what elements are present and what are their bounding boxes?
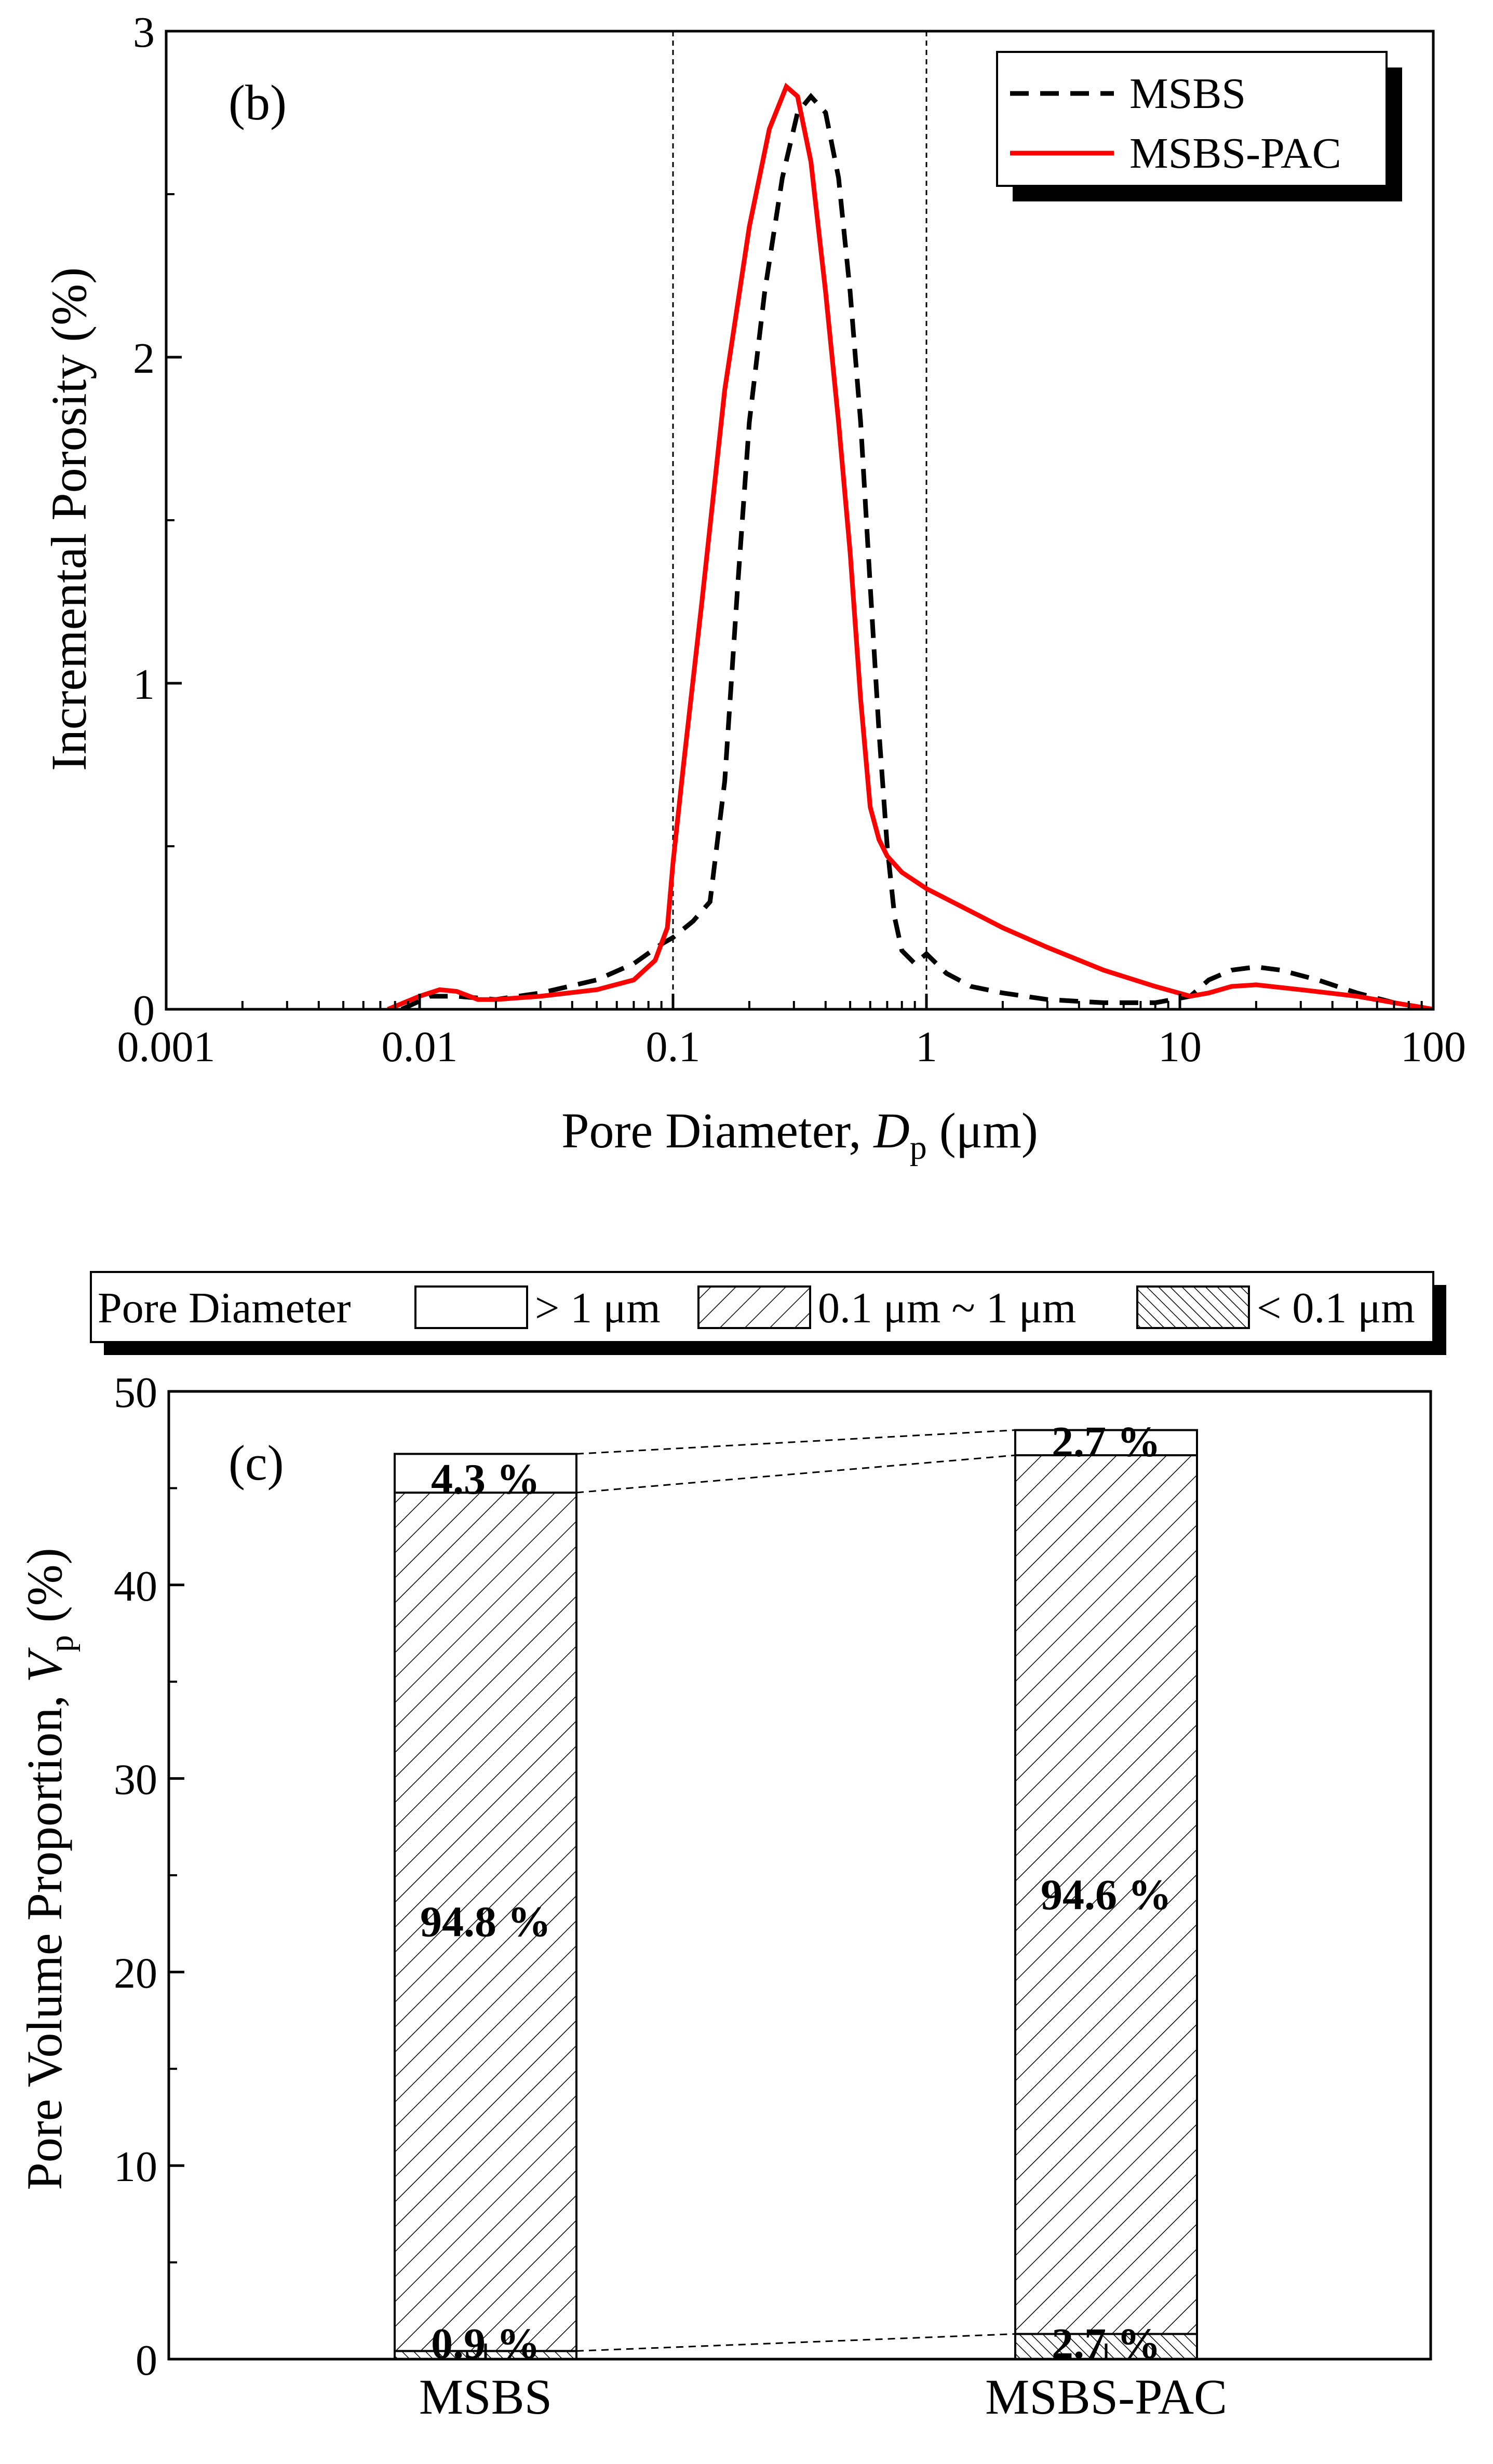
x-category-label: MSBS: [419, 2369, 552, 2425]
x-axis-title-b: Pore Diameter, Dp (μm): [561, 1103, 1038, 1167]
y-axis-title-c: Pore Volume Proportion, Vp (%): [17, 1548, 80, 2190]
y-tick-label-c: 40: [114, 1562, 157, 1610]
series-line-msbs: [400, 92, 1433, 1009]
y-axis-ticks-c: 0 10 20 30 40 50: [114, 1369, 184, 2385]
series-line-msbs-pac: [387, 83, 1433, 1009]
y-tick-label-c: 0: [136, 2336, 157, 2385]
connector-line: [576, 1429, 1016, 1455]
y-axis-title-variable: V: [17, 1647, 72, 1683]
x-axis-title-prefix: Pore Diameter,: [561, 1103, 873, 1158]
y-axis-ticks-b: 0 1 2 3: [133, 8, 182, 1035]
bar-label-msbs-1: 94.8 %: [420, 1898, 551, 1946]
x-category-label: MSBS-PAC: [985, 2369, 1227, 2425]
legend-c-label-mid: 0.1 μm ~ 1 μm: [818, 1284, 1076, 1332]
x-tick-label-b: 0.01: [382, 1023, 458, 1071]
y-tick-label-b: 3: [133, 8, 155, 57]
connector-line: [576, 1454, 1016, 1494]
bar-segment-msbs-pac-1: [1014, 1454, 1198, 2335]
bar-label-msbs-2: 4.3 %: [431, 1455, 540, 1504]
x-tick-label-b: 100: [1401, 1023, 1466, 1071]
legend-c-title: Pore Diameter: [98, 1284, 351, 1332]
panel-tag-c: (c): [228, 1435, 284, 1491]
y-tick-label-c: 10: [114, 2143, 157, 2191]
y-tick-label-c: 30: [114, 1756, 157, 1804]
x-axis-ticks-c: MSBS MSBS-PAC: [419, 2344, 1227, 2425]
bar-segment-msbs-1: [394, 1491, 577, 2352]
y-tick-label-b: 2: [133, 334, 155, 383]
bar-label-msbs-pac-2: 2.7 %: [1052, 1418, 1161, 1466]
legend-b: MSBS MSBS-PAC: [996, 51, 1402, 201]
legend-b-box: [996, 51, 1388, 187]
y-tick-label-b: 0: [133, 986, 155, 1035]
legend-c-swatch-mid: [697, 1285, 811, 1329]
legend-c-label-lt01: < 0.1 μm: [1257, 1284, 1415, 1332]
x-tick-label-b: 0.1: [646, 1023, 701, 1071]
legend-b-label-msbs-pac: MSBS-PAC: [1129, 129, 1341, 178]
panel-tag-b: (b): [228, 75, 287, 130]
bar-label-msbs-pac-1: 94.6 %: [1041, 1871, 1172, 1919]
y-tick-label-c: 50: [114, 1369, 157, 1417]
legend-c-label-gt1: > 1 μm: [535, 1284, 661, 1332]
x-tick-label-b: 1: [916, 1023, 937, 1071]
x-axis-title-variable: D: [872, 1103, 909, 1158]
x-axis-title-suffix: (μm): [927, 1103, 1038, 1158]
x-axis-ticks-b: 0.001 0.01 0.1 1 10 100: [117, 994, 1466, 1071]
x-axis-title-subscript: p: [910, 1129, 927, 1167]
axes-frame-c: [167, 1390, 1432, 2361]
bar-segment-msbs-2: [394, 1453, 577, 1494]
x-tick-label-b: 10: [1158, 1023, 1202, 1071]
y-axis-title-prefix: Pore Volume Proportion,: [17, 1683, 72, 2190]
x-tick-label-b: 0.001: [117, 1023, 216, 1071]
legend-c-swatch-lt01: [1136, 1285, 1250, 1329]
legend-b-label-msbs: MSBS: [1129, 70, 1246, 118]
bar-connector-lines: [576, 1429, 1016, 2352]
legend-c: Pore Diameter > 1 μm 0.1 μm ~ 1 μm < 0.1…: [90, 1271, 1446, 1355]
y-tick-label-c: 20: [114, 1949, 157, 1997]
y-tick-label-b: 1: [133, 660, 155, 709]
y-axis-title-subscript: p: [43, 1635, 80, 1652]
bar-segment-msbs-pac-2: [1014, 1429, 1198, 1457]
pore-volume-proportion-chart: Pore Diameter > 1 μm 0.1 μm ~ 1 μm < 0.1…: [17, 1271, 1446, 2425]
plot-area-c: 0.9 %94.8 %4.3 %2.7 %94.6 %2.7 %: [167, 1390, 1432, 2368]
y-axis-title-suffix: (%): [17, 1548, 72, 1635]
y-axis-title-b: Incremental Porosity (%): [41, 267, 97, 771]
legend-c-swatch-gt1: [414, 1285, 528, 1329]
pore-size-distribution-chart: 0.001 0.01 0.1 1 10 100 0 1 2 3 (b) Pore Diamete…: [41, 8, 1466, 1167]
connector-line: [576, 2333, 1016, 2352]
